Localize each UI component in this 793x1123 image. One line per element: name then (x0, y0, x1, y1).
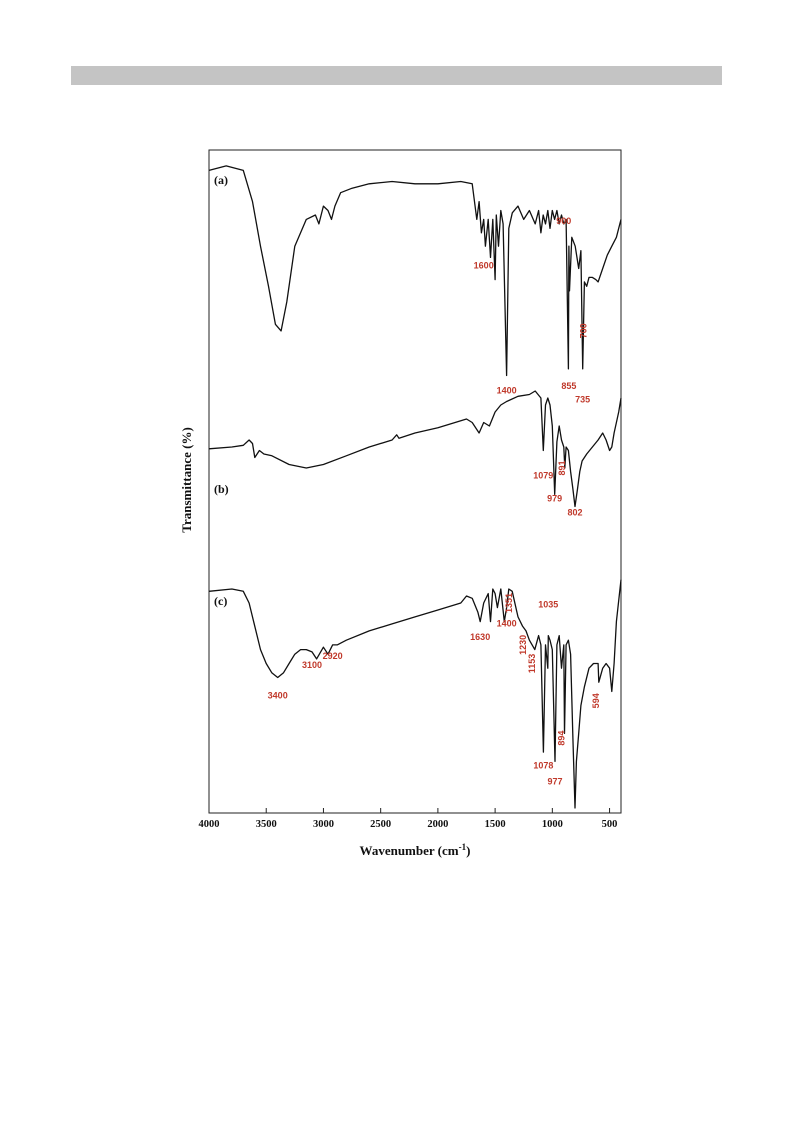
peak-labels: 1600 1400 900 855 735 700 1079 979 891 802 3400 310… (268, 216, 601, 787)
peak-label: 1400 (497, 385, 517, 395)
peak-label: 1600 (474, 261, 494, 271)
x-tick-label: 1500 (485, 819, 506, 830)
spectrum-line-1 (208, 165, 622, 377)
x-tick-label: 2500 (370, 819, 391, 830)
peak-label: 855 (561, 381, 576, 391)
x-tick-label: 4000 (199, 819, 220, 830)
peak-label: 894 (557, 731, 567, 746)
spectrum-line-2 (208, 390, 622, 508)
peak-label: 802 (567, 507, 582, 517)
peak-label: 1400 (497, 618, 517, 628)
panel-labels: (a) (b) (c) (214, 173, 229, 608)
y-axis-label: Transmittance (%) (179, 427, 194, 533)
x-tick-label: 2000 (427, 819, 448, 830)
peak-label: 1079 (533, 471, 553, 481)
peak-label: 891 (557, 460, 567, 475)
peak-label: 2920 (323, 651, 343, 661)
peak-label: 979 (547, 493, 562, 503)
x-tick-label: 500 (602, 819, 618, 830)
peak-label: 977 (547, 777, 562, 787)
plot-frame (208, 149, 622, 814)
x-axis-label: Wavenumber (cm-1) (360, 842, 471, 858)
panel-label: (c) (214, 594, 227, 608)
peak-label: 700 (579, 323, 589, 338)
x-tick-label: 3500 (256, 819, 277, 830)
panel-label: (a) (214, 173, 228, 187)
panel-label: (b) (214, 482, 229, 496)
peak-label: 3100 (302, 660, 322, 670)
peak-label: 1078 (533, 760, 553, 770)
x-tick-label: 3000 (313, 819, 334, 830)
header-bar (71, 66, 722, 85)
x-tick-label: 1000 (542, 819, 563, 830)
peak-label: 1035 (538, 600, 558, 610)
peak-label: 594 (591, 693, 601, 708)
peak-label: 1630 (470, 632, 490, 642)
spectra (208, 165, 622, 809)
spectrum-line-3 (208, 579, 622, 809)
peak-label: 3400 (268, 691, 288, 701)
peak-label: 900 (556, 216, 571, 226)
peak-label: 735 (575, 394, 590, 404)
x-axis-ticks: 4000 3500 3000 2500 2000 1500 1000 500 (199, 808, 618, 830)
peak-label: 1230 (518, 635, 528, 655)
peak-label: 1153 (527, 654, 537, 674)
peak-label: 1351 (504, 593, 514, 613)
